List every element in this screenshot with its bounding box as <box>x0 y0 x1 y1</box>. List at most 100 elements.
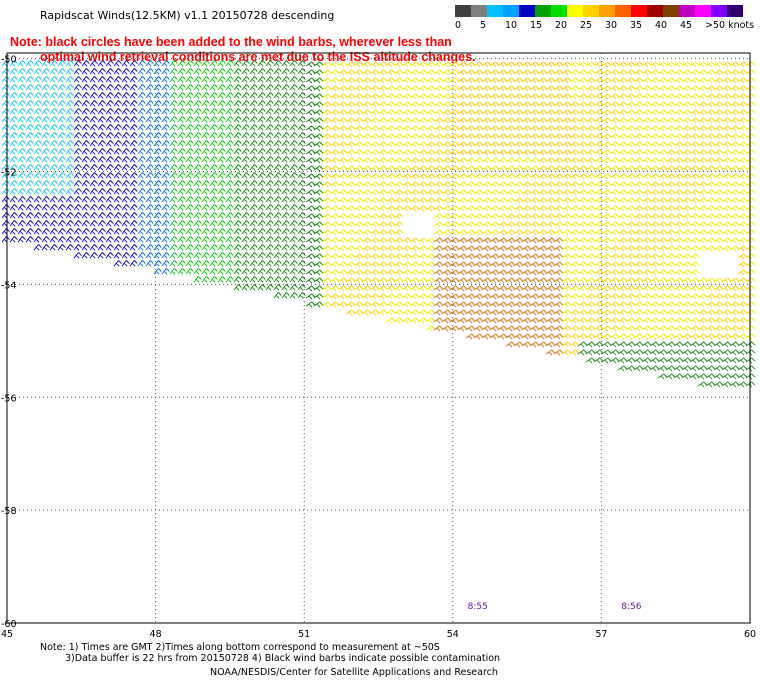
wind-barb <box>297 147 306 155</box>
wind-barb <box>313 261 324 268</box>
wind-barb <box>257 99 266 107</box>
wind-barb <box>657 93 668 100</box>
wind-barb <box>241 227 250 235</box>
wind-barb <box>345 77 356 84</box>
wind-barb <box>457 317 468 324</box>
wind-barb <box>297 131 306 139</box>
wind-barb <box>185 99 194 107</box>
wind-barb <box>513 301 524 308</box>
wind-barb <box>505 341 516 348</box>
wind-barb <box>169 243 178 251</box>
wind-barb <box>161 251 170 259</box>
wind-barb <box>137 235 146 243</box>
wind-barb <box>569 317 580 324</box>
wind-barb <box>377 277 388 284</box>
wind-barb <box>625 213 636 220</box>
wind-barb <box>161 267 170 275</box>
wind-barb <box>433 101 444 108</box>
wind-barb <box>625 269 636 276</box>
wind-barb <box>353 189 364 196</box>
wind-barb <box>521 237 532 244</box>
wind-barb <box>585 109 596 116</box>
wind-barb <box>697 381 708 388</box>
wind-barb <box>1 99 10 107</box>
wind-barb <box>497 173 508 180</box>
wind-barb <box>585 205 596 212</box>
wind-barb <box>681 357 692 364</box>
wind-barb <box>473 301 484 308</box>
wind-barb <box>265 243 274 251</box>
wind-barb <box>417 141 428 148</box>
wind-barb <box>681 261 692 268</box>
wind-barb <box>697 205 708 212</box>
wind-barb <box>713 141 724 148</box>
wind-barb <box>697 197 708 204</box>
wind-barb <box>681 197 692 204</box>
wind-barb <box>297 139 306 147</box>
wind-barb <box>481 261 492 268</box>
wind-barb <box>257 131 266 139</box>
wind-barb <box>441 205 452 212</box>
wind-barb <box>601 77 612 84</box>
wind-barb <box>505 69 516 76</box>
wind-barb <box>129 123 138 131</box>
wind-barb <box>417 173 428 180</box>
wind-barb <box>217 187 226 195</box>
wind-barb <box>361 301 372 308</box>
wind-barb <box>737 357 748 364</box>
wind-barb <box>449 101 460 108</box>
wind-barb <box>561 205 572 212</box>
wind-barb <box>49 115 58 123</box>
longitude-label: 60 <box>744 629 756 640</box>
wind-barb <box>713 109 724 116</box>
wind-barb <box>9 139 18 147</box>
wind-barb <box>489 333 500 340</box>
wind-barb <box>201 163 210 171</box>
wind-barb <box>513 269 524 276</box>
wind-barb <box>249 179 258 187</box>
wind-barb <box>489 197 500 204</box>
wind-barb <box>281 227 290 235</box>
wind-barb <box>697 221 708 228</box>
wind-barb <box>577 293 588 300</box>
wind-barb <box>641 149 652 156</box>
wind-barb <box>25 235 34 243</box>
wind-barb <box>65 195 74 203</box>
wind-barb <box>41 163 50 171</box>
wind-barb <box>521 253 532 260</box>
wind-barb <box>705 317 716 324</box>
wind-barb <box>25 227 34 235</box>
wind-barb <box>417 285 428 292</box>
wind-barb <box>25 123 34 131</box>
wind-barb <box>585 325 596 332</box>
wind-barb <box>649 357 660 364</box>
wind-barb <box>57 131 66 139</box>
wind-barb <box>425 293 436 300</box>
wind-barb <box>329 253 340 260</box>
wind-barb <box>321 157 332 164</box>
wind-barb <box>9 219 18 227</box>
wind-barb <box>217 91 226 99</box>
wind-barb <box>81 59 90 67</box>
wind-barb <box>681 189 692 196</box>
wind-barb <box>185 203 194 211</box>
wind-barb <box>449 77 460 84</box>
wind-barb <box>577 125 588 132</box>
wind-barb <box>337 61 348 68</box>
wind-barb <box>737 229 748 236</box>
wind-barb <box>393 61 404 68</box>
footer-note-2: 3)Data buffer is 22 hrs from 20150728 4)… <box>65 653 501 664</box>
wind-barb <box>457 213 468 220</box>
wind-barb <box>193 219 202 227</box>
wind-barb <box>425 165 436 172</box>
wind-barb <box>617 125 628 132</box>
wind-barb <box>113 123 122 131</box>
wind-barb <box>521 205 532 212</box>
wind-barb <box>505 221 516 228</box>
wind-barb <box>33 115 42 123</box>
wind-barb <box>377 253 388 260</box>
wind-barb <box>241 195 250 203</box>
wind-barb <box>113 203 122 211</box>
wind-barb <box>673 253 684 260</box>
wind-barb <box>673 221 684 228</box>
